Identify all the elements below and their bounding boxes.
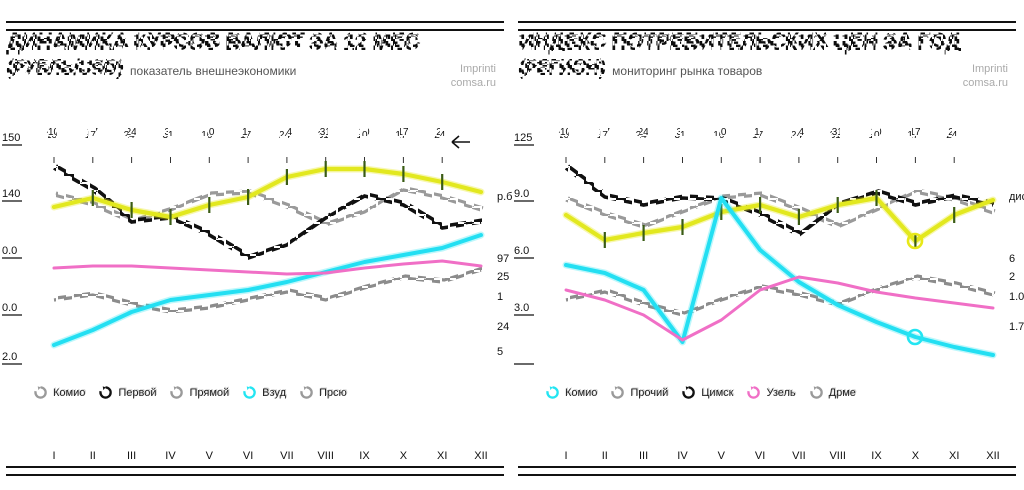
svg-text:VIII: VIII [317,450,334,462]
svg-text:XI: XI [437,450,447,462]
svg-text:17: 17 [397,127,409,138]
svg-text:I: I [564,450,567,462]
svg-text:IX: IX [871,450,882,462]
svg-text:I: I [52,450,55,462]
svg-text:VI: VI [755,450,765,462]
svg-text:VIII: VIII [829,450,846,462]
svg-text:10: 10 [871,127,883,138]
svg-text:VII: VII [280,450,293,462]
svg-text:V: V [206,450,214,462]
svg-text:9.0: 9.0 [514,188,529,200]
svg-text:II: II [602,450,608,462]
svg-text:1.0: 1.0 [1009,291,1024,303]
svg-text:VII: VII [792,450,805,462]
svg-text:6.0: 6.0 [514,245,529,257]
svg-text:31: 31 [320,127,332,138]
svg-text:IV: IV [677,450,688,462]
svg-text:6: 6 [1009,253,1015,265]
svg-text:0.0: 0.0 [2,302,17,314]
svg-text:24: 24 [638,127,650,138]
svg-text:24: 24 [281,127,293,138]
svg-text:24: 24 [497,321,509,333]
svg-text:XII: XII [986,450,999,462]
svg-text:1.7: 1.7 [1009,321,1024,333]
svg-text:III: III [127,450,136,462]
svg-text:2: 2 [1009,271,1015,283]
svg-text:31: 31 [832,127,844,138]
svg-text:24: 24 [436,127,448,138]
svg-text:17: 17 [242,127,254,138]
svg-text:XI: XI [949,450,959,462]
svg-text:XII: XII [474,450,487,462]
svg-text:10: 10 [203,127,215,138]
svg-text:24: 24 [126,127,138,138]
svg-text:10: 10 [715,127,727,138]
svg-text:10: 10 [359,127,371,138]
svg-text:2.0: 2.0 [2,351,17,363]
svg-text:10: 10 [48,127,60,138]
svg-text:97: 97 [497,253,509,265]
svg-text:V: V [718,450,726,462]
svg-text:17: 17 [909,127,921,138]
svg-text:150: 150 [2,132,20,144]
svg-text:VI: VI [243,450,253,462]
svg-text:17: 17 [599,127,611,138]
svg-text:1: 1 [497,291,503,303]
svg-text:X: X [400,450,408,462]
svg-text:125: 125 [514,132,532,144]
svg-text:X: X [912,450,920,462]
svg-text:24: 24 [948,127,960,138]
svg-text:дис: дис [1009,191,1024,203]
svg-text:IV: IV [165,450,176,462]
svg-text:17: 17 [754,127,766,138]
svg-text:р.б.: р.б. [497,191,512,203]
svg-text:31: 31 [677,127,689,138]
svg-text:3.0: 3.0 [514,302,529,314]
svg-text:IX: IX [359,450,370,462]
svg-text:10: 10 [560,127,572,138]
svg-text:25: 25 [497,271,509,283]
svg-text:III: III [639,450,648,462]
svg-text:II: II [90,450,96,462]
svg-text:24: 24 [793,127,805,138]
svg-text:31: 31 [165,127,177,138]
svg-text:17: 17 [87,127,99,138]
svg-text:140: 140 [2,188,20,200]
svg-text:0.0: 0.0 [2,245,17,257]
svg-text:5: 5 [497,346,503,358]
